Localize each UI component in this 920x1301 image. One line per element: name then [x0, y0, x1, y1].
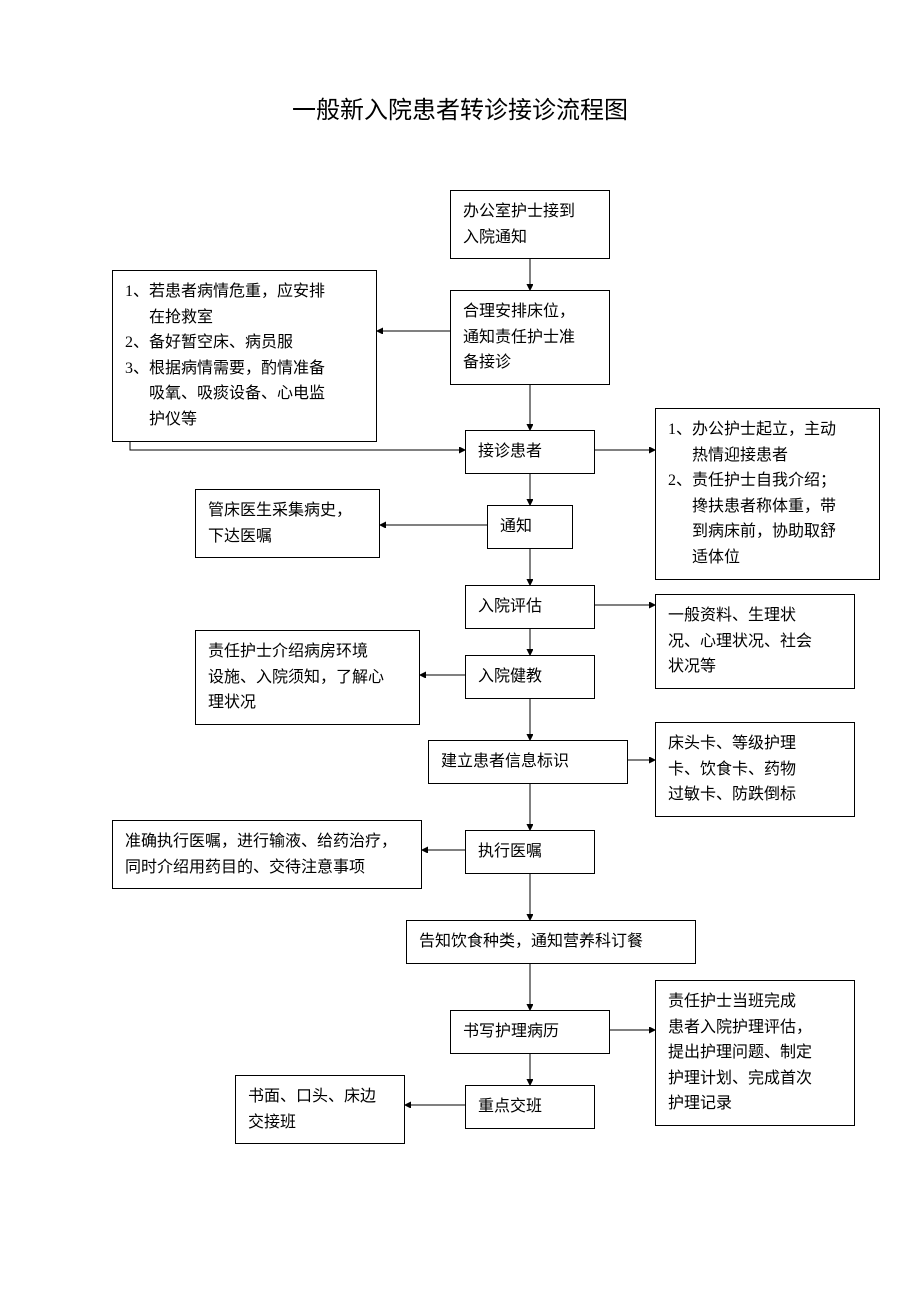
flowchart-node-n4: 通知 [487, 505, 573, 549]
flowchart-node-side1: 1、若患者病情危重，应安排 在抢救室 2、备好暂空床、病员服 3、根据病情需要，… [112, 270, 377, 442]
flowchart-node-side4: 一般资料、生理状 况、心理状况、社会 状况等 [655, 594, 855, 689]
flowchart-node-side8: 责任护士当班完成 患者入院护理评估， 提出护理问题、制定 护理计划、完成首次 护… [655, 980, 855, 1126]
flowchart-node-side5: 责任护士介绍病房环境 设施、入院须知，了解心 理状况 [195, 630, 420, 725]
flowchart-node-side6: 床头卡、等级护理 卡、饮食卡、药物 过敏卡、防跌倒标 [655, 722, 855, 817]
flowchart-node-side3: 管床医生采集病史， 下达医嘱 [195, 489, 380, 558]
flowchart-node-side2: 1、办公护士起立，主动 热情迎接患者 2、责任护士自我介绍； 搀扶患者称体重，带… [655, 408, 880, 580]
flowchart-node-n6: 入院健教 [465, 655, 595, 699]
flowchart-node-n1: 办公室护士接到 入院通知 [450, 190, 610, 259]
page-title: 一般新入院患者转诊接诊流程图 [0, 90, 920, 125]
flowchart-node-n5: 入院评估 [465, 585, 595, 629]
flowchart-node-n7: 建立患者信息标识 [428, 740, 628, 784]
flowchart-node-n8: 执行医嘱 [465, 830, 595, 874]
flowchart-node-n3: 接诊患者 [465, 430, 595, 474]
flowchart-node-side9: 书面、口头、床边 交接班 [235, 1075, 405, 1144]
flowchart-node-n9: 告知饮食种类，通知营养科订餐 [406, 920, 696, 964]
flowchart-node-n2: 合理安排床位， 通知责任护士准 备接诊 [450, 290, 610, 385]
flowchart-node-side7: 准确执行医嘱，进行输液、给药治疗， 同时介绍用药目的、交待注意事项 [112, 820, 422, 889]
flowchart-node-n11: 重点交班 [465, 1085, 595, 1129]
flowchart-node-n10: 书写护理病历 [450, 1010, 610, 1054]
